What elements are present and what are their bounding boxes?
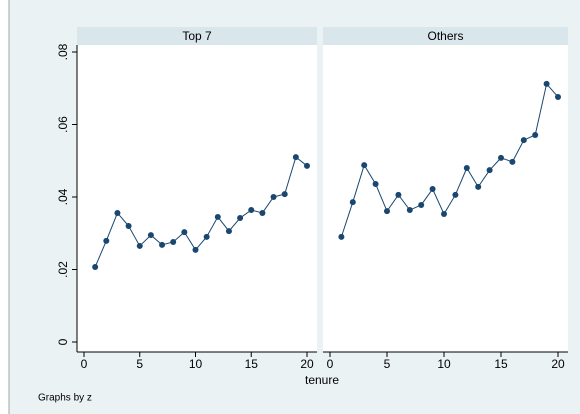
data-point — [147, 232, 154, 239]
data-point — [103, 237, 110, 244]
data-point — [136, 242, 143, 249]
data-point — [292, 154, 299, 161]
x-tick-label: 20 — [300, 357, 314, 371]
data-point — [192, 246, 199, 253]
data-point — [441, 211, 447, 218]
data-point — [463, 165, 470, 171]
data-point — [225, 228, 232, 235]
data-point — [214, 213, 221, 220]
data-point — [486, 167, 493, 174]
data-point — [304, 162, 310, 169]
left-strip — [0, 0, 9, 414]
data-point — [543, 80, 550, 87]
data-line — [340, 82, 559, 238]
y-tick-label: .08 — [56, 43, 70, 60]
data-point — [114, 209, 121, 216]
data-point — [248, 207, 255, 214]
y-tick-label: 0 — [56, 338, 70, 345]
data-point — [372, 180, 379, 187]
data-point — [406, 207, 413, 214]
x-tick-label: 5 — [136, 357, 143, 371]
data-point — [237, 215, 244, 222]
data-point — [338, 233, 345, 240]
data-point — [203, 233, 210, 240]
data-point — [555, 93, 561, 100]
note: Graphs by z — [38, 393, 92, 404]
data-point — [509, 158, 516, 165]
x-tick-label: 15 — [245, 357, 259, 371]
data-point — [349, 199, 356, 206]
data-point — [159, 241, 166, 248]
data-point — [520, 137, 527, 144]
data-point — [125, 223, 132, 229]
y-tick-label: .06 — [56, 116, 70, 133]
data-point — [475, 183, 482, 190]
data-point — [181, 229, 188, 236]
data-point — [418, 201, 425, 208]
data-point — [259, 209, 266, 216]
panel-header — [323, 27, 568, 45]
plot-area — [77, 45, 317, 352]
x-tick-label: 15 — [494, 357, 508, 371]
data-point — [452, 191, 459, 198]
data-point — [170, 238, 177, 245]
x-tick-label: 0 — [327, 357, 334, 371]
data-point — [532, 132, 539, 139]
x-tick-label: 0 — [81, 357, 88, 371]
data-point — [92, 263, 99, 270]
plot-area — [323, 45, 568, 352]
x-axis-title: tenure — [305, 373, 339, 387]
data-line — [94, 156, 308, 268]
data-point — [498, 154, 504, 161]
panel-header — [77, 27, 317, 45]
y-tick-label: .04 — [56, 188, 70, 205]
data-point — [270, 194, 277, 200]
data-point — [429, 186, 436, 193]
data-point — [281, 191, 288, 198]
y-tick-label: .02 — [56, 261, 70, 278]
x-tick-label: 10 — [437, 357, 451, 371]
data-point — [395, 191, 402, 198]
x-tick-label: 5 — [384, 357, 391, 371]
panel-title: Top 7 — [182, 29, 212, 43]
data-point — [384, 208, 390, 215]
x-tick-label: 10 — [189, 357, 203, 371]
panel-title: Others — [427, 29, 463, 43]
data-point — [361, 162, 368, 169]
x-tick-label: 20 — [551, 357, 565, 371]
